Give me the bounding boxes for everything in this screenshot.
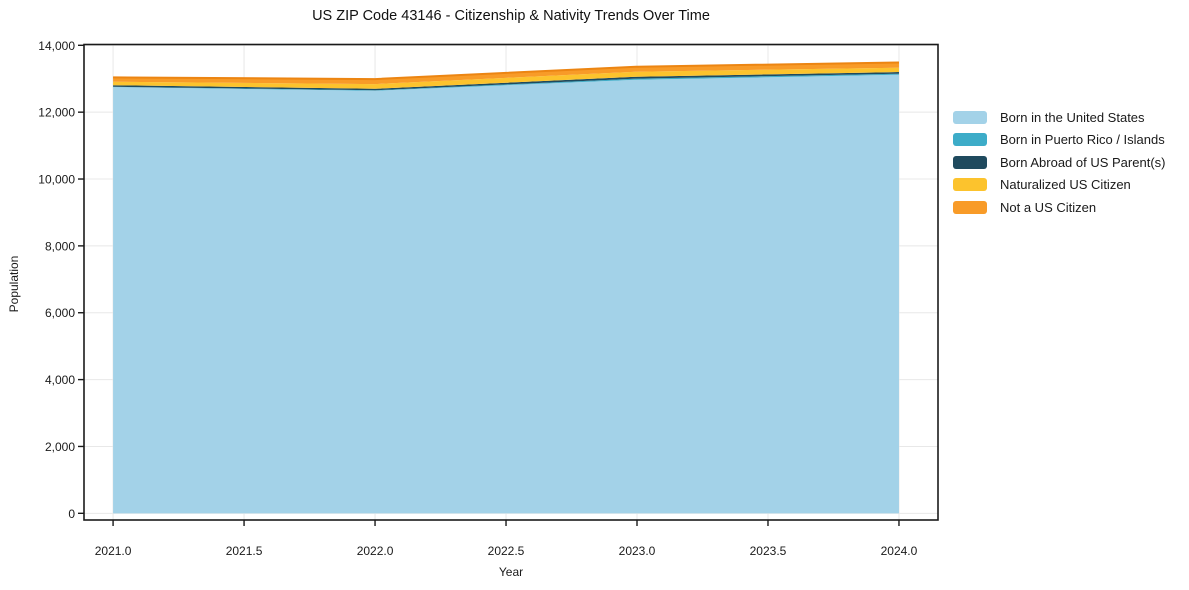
y-tick-label: 4,000 [45,373,75,387]
legend: Born in the United States Born in Puerto … [953,106,1165,219]
x-tick-label: 2023.5 [750,544,787,558]
axes-frame [83,43,939,521]
y-tick-label: 10,000 [38,173,75,187]
area-series [113,67,899,89]
y-tick-label: 2,000 [45,440,75,454]
y-tick-label: 6,000 [45,306,75,320]
x-tick-label: 2023.0 [619,544,656,558]
legend-swatch-icon [953,155,987,169]
legend-item: Born in the United States [953,106,1165,129]
legend-label: Born Abroad of US Parent(s) [1000,154,1166,170]
y-tick-label: 12,000 [38,106,75,120]
legend-swatch-icon [953,178,987,192]
x-tick-label: 2021.5 [226,544,263,558]
area-series [113,74,899,514]
x-tick-label: 2022.5 [488,544,525,558]
legend-swatch-icon [953,133,987,147]
legend-label: Born in the United States [1000,109,1145,125]
legend-label: Not a US Citizen [1000,199,1097,215]
area-series [113,72,899,91]
legend-item: Not a US Citizen [953,196,1165,219]
y-tick-label: 14,000 [38,39,75,53]
stack-top-edge [113,61,899,81]
y-tick-label: 8,000 [45,239,75,253]
y-axis-label: Population [7,255,21,313]
x-tick-label: 2024.0 [881,544,918,558]
y-tick-label: 0 [68,507,75,521]
chart-title: US ZIP Code 43146 - Citizenship & Nativi… [312,8,710,24]
legend-label: Naturalized US Citizen [1000,177,1131,193]
x-tick-label: 2022.0 [357,544,394,558]
area-series [113,73,899,91]
legend-item: Naturalized US Citizen [953,174,1165,197]
legend-swatch-icon [953,110,987,124]
x-tick-label: 2021.0 [95,544,132,558]
legend-swatch-icon [953,200,987,214]
legend-label: Born in Puerto Rico / Islands [1000,132,1165,148]
legend-item: Born in Puerto Rico / Islands [953,129,1165,152]
x-axis-label: Year [498,565,524,579]
legend-item: Born Abroad of US Parent(s) [953,151,1165,174]
